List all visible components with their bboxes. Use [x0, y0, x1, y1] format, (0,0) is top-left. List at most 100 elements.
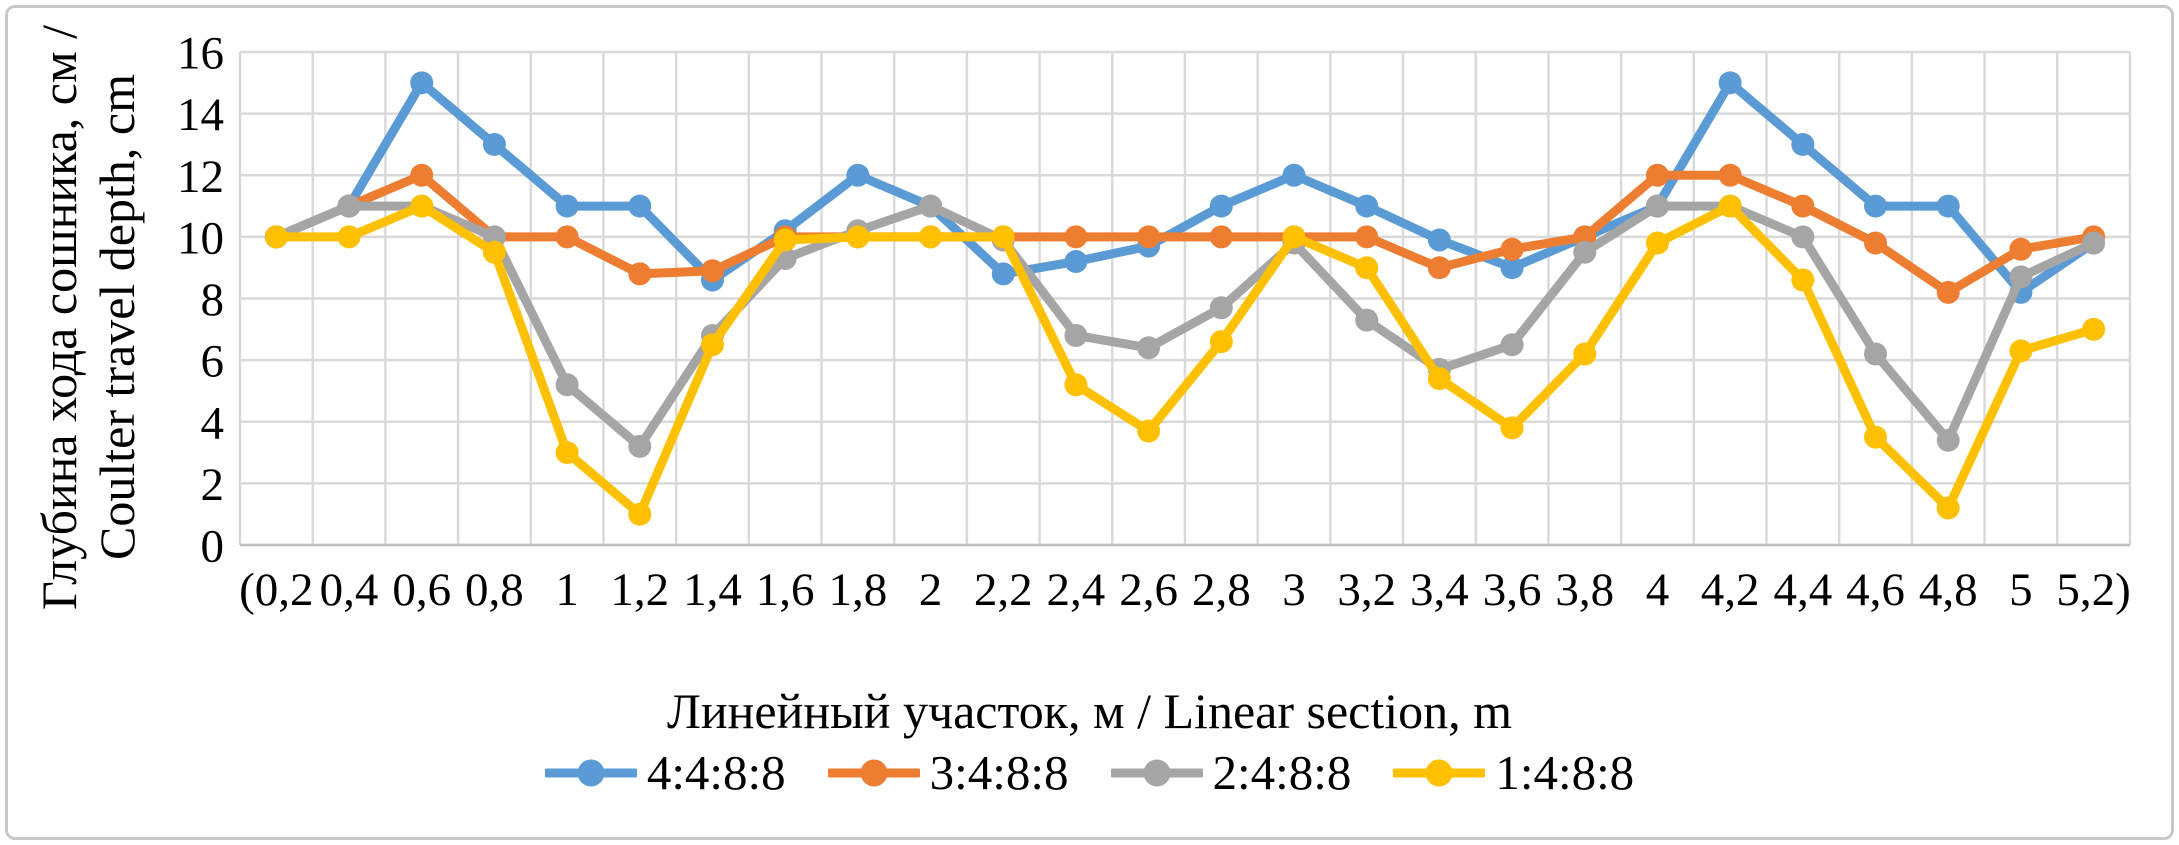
legend-marker-icon	[544, 759, 637, 786]
x-tick-label: 1,2	[610, 564, 669, 616]
series-marker-1488	[919, 225, 943, 249]
series-marker-4488	[1427, 228, 1451, 252]
series-marker-1488	[1355, 256, 1379, 280]
series-marker-1488	[991, 225, 1015, 249]
legend: 4:4:8:8 3:4:8:8 2:4:8:8 1:4:8:8	[0, 748, 2179, 797]
y-tick-label: 4	[201, 397, 225, 449]
series-marker-1488	[1791, 268, 1815, 292]
series-marker-1488	[1936, 496, 1960, 520]
series-marker-4488	[1355, 194, 1379, 218]
legend-label: 3:4:8:8	[929, 745, 1069, 800]
x-axis-title: Линейный участок, м / Linear section, m	[666, 683, 1513, 739]
x-tick-label: 0,6	[392, 564, 451, 616]
x-tick-label: 3,2	[1337, 564, 1396, 616]
series-marker-2488	[337, 194, 361, 218]
series-marker-2488	[1355, 308, 1379, 332]
y-tick-label: 8	[201, 274, 225, 326]
series-marker-4488	[1791, 132, 1815, 156]
series-marker-3488	[2009, 237, 2033, 261]
legend-marker-icon	[827, 759, 920, 786]
series-marker-2488	[1936, 428, 1960, 452]
legend-label: 2:4:8:8	[1212, 745, 1352, 800]
x-tick-label: 1,6	[756, 564, 815, 616]
series-marker-1488	[264, 225, 288, 249]
series-line-1488	[271, 201, 2099, 519]
series-marker-3488	[410, 163, 434, 187]
x-tick-label: 1,4	[683, 564, 742, 616]
series-marker-2488	[1137, 336, 1161, 360]
series-marker-4488	[555, 194, 579, 218]
series-marker-4488	[1864, 194, 1888, 218]
y-tick-label: 16	[177, 28, 224, 80]
series-marker-3488	[1355, 225, 1379, 249]
series-marker-3488	[1137, 225, 1161, 249]
x-tick-label: 4,8	[1919, 564, 1978, 616]
series-marker-3488	[1645, 163, 1669, 187]
y-tick-label: 2	[201, 459, 225, 511]
series-marker-2488	[1064, 323, 1088, 347]
legend-item-4488: 4:4:8:8	[544, 748, 786, 797]
series-marker-1488	[1864, 425, 1888, 449]
series-line-2488	[271, 201, 2099, 451]
series-marker-2488	[555, 373, 579, 397]
x-tick-label: 3,6	[1483, 564, 1542, 616]
series-marker-4488	[1064, 250, 1088, 274]
x-tick-label: 2,4	[1047, 564, 1106, 616]
x-tick-label: 4,4	[1773, 564, 1832, 616]
series-marker-3488	[1791, 194, 1815, 218]
series-marker-1488	[555, 441, 579, 465]
y-tick-label: 6	[201, 336, 225, 388]
x-tick-label: 3	[1282, 564, 1306, 616]
series-line-3488	[271, 170, 2099, 297]
y-tick-label: 14	[177, 89, 224, 141]
series-marker-1488	[1282, 225, 1306, 249]
x-tick-label: 2,2	[974, 564, 1033, 616]
series-marker-3488	[1500, 237, 1524, 261]
series-marker-2488	[919, 194, 943, 218]
legend-item-2488: 2:4:8:8	[1110, 745, 1352, 800]
series-marker-4488	[1282, 163, 1306, 187]
series-marker-1488	[628, 502, 652, 526]
x-tick-label: 2,6	[1119, 564, 1178, 616]
legend-item-1488: 1:4:8:8	[1393, 748, 1634, 797]
series-marker-1488	[1137, 419, 1161, 443]
series-marker-1488	[337, 225, 361, 249]
series-marker-4488	[628, 194, 652, 218]
x-tick-label: 4,2	[1701, 564, 1760, 616]
series-marker-1488	[1718, 194, 1742, 218]
x-tick-label: 1,8	[828, 564, 887, 616]
x-tick-label: 2,8	[1192, 564, 1251, 616]
series-marker-1488	[1427, 367, 1451, 391]
x-tick-label: 4,6	[1846, 564, 1905, 616]
y-axis-title-line1: Глубина хода сошника, см /	[31, 24, 87, 611]
series-marker-2488	[1645, 194, 1669, 218]
series-marker-3488	[700, 259, 724, 283]
x-tick-label: 0,8	[465, 564, 524, 616]
series-marker-3488	[1936, 280, 1960, 304]
series-marker-2488	[1209, 296, 1233, 320]
series-marker-2488	[1500, 333, 1524, 357]
x-tick-label: (0,2	[239, 564, 313, 616]
series-marker-3488	[555, 225, 579, 249]
series-marker-1488	[1064, 373, 1088, 397]
x-tick-label: 4	[1646, 564, 1670, 616]
series-marker-3488	[1064, 225, 1088, 249]
series-marker-4488	[1936, 194, 1960, 218]
series-marker-1488	[1209, 330, 1233, 354]
x-tick-label: 0,4	[320, 564, 379, 616]
series-line-4488	[271, 78, 2099, 297]
series-marker-2488	[1864, 342, 1888, 366]
series-marker-3488	[1427, 256, 1451, 280]
series-marker-1488	[1500, 416, 1524, 440]
y-tick-label: 12	[177, 151, 224, 203]
series-marker-4488	[1500, 256, 1524, 280]
series-marker-1488	[2082, 317, 2106, 341]
x-tick-label: 3,4	[1410, 564, 1469, 616]
legend-marker-icon	[1393, 759, 1486, 786]
series-marker-2488	[2009, 265, 2033, 289]
x-tick-label: 1	[555, 564, 579, 616]
series-marker-2488	[1791, 225, 1815, 249]
series-marker-4488	[1209, 194, 1233, 218]
